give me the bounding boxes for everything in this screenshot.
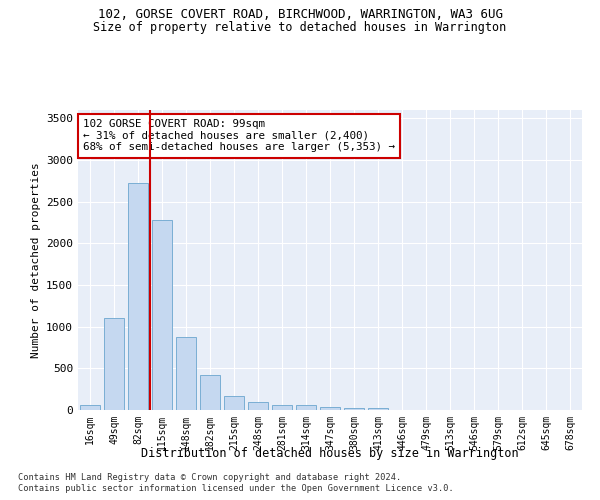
Bar [320,407,340,410]
Bar [104,318,124,410]
Bar [152,220,172,410]
Y-axis label: Number of detached properties: Number of detached properties [31,162,41,358]
Text: Contains public sector information licensed under the Open Government Licence v3: Contains public sector information licen… [18,484,454,493]
Bar [272,404,292,410]
Bar [248,402,268,410]
Text: Size of property relative to detached houses in Warrington: Size of property relative to detached ho… [94,21,506,34]
Bar [176,336,196,410]
Bar [368,408,388,410]
Bar [224,396,244,410]
Text: 102, GORSE COVERT ROAD, BIRCHWOOD, WARRINGTON, WA3 6UG: 102, GORSE COVERT ROAD, BIRCHWOOD, WARRI… [97,8,503,20]
Text: Distribution of detached houses by size in Warrington: Distribution of detached houses by size … [141,448,519,460]
Bar [80,406,100,410]
Text: 102 GORSE COVERT ROAD: 99sqm
← 31% of detached houses are smaller (2,400)
68% of: 102 GORSE COVERT ROAD: 99sqm ← 31% of de… [83,119,395,152]
Bar [344,408,364,410]
Bar [200,375,220,410]
Bar [296,406,316,410]
Bar [128,184,148,410]
Text: Contains HM Land Registry data © Crown copyright and database right 2024.: Contains HM Land Registry data © Crown c… [18,472,401,482]
